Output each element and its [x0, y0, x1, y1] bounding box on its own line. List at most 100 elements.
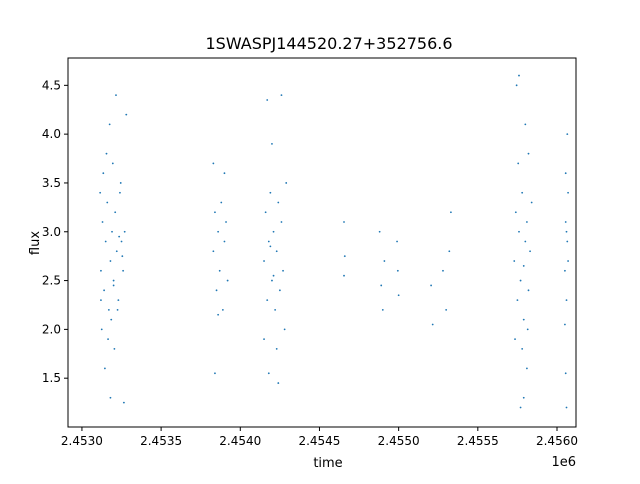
- data-point: [564, 221, 567, 223]
- data-point: [519, 279, 522, 282]
- data-point: [109, 396, 112, 399]
- data-point: [263, 338, 265, 341]
- data-points: [99, 74, 569, 409]
- data-point: [263, 260, 265, 262]
- data-point: [564, 269, 566, 272]
- data-point: [101, 221, 104, 223]
- data-point: [217, 230, 220, 233]
- data-point: [118, 235, 121, 238]
- data-point: [103, 289, 106, 292]
- data-point: [527, 152, 530, 155]
- data-point: [220, 201, 223, 204]
- data-point: [283, 328, 286, 331]
- data-point: [117, 299, 120, 301]
- x-tick-label: 2.4555: [457, 434, 499, 448]
- data-point: [566, 133, 569, 136]
- data-point: [517, 162, 520, 165]
- data-point: [218, 269, 221, 272]
- x-tick-label: 2.4530: [61, 434, 103, 448]
- data-point: [105, 152, 108, 155]
- data-point: [104, 240, 107, 243]
- data-point: [271, 279, 273, 282]
- data-point: [519, 406, 522, 409]
- chart-title: 1SWASPJ144520.27+352756.6: [205, 34, 452, 53]
- data-point: [115, 250, 118, 253]
- data-point: [272, 274, 275, 277]
- data-point: [113, 348, 116, 350]
- y-tick-label: 3.5: [42, 176, 61, 190]
- data-point: [522, 396, 525, 399]
- data-point: [524, 123, 527, 126]
- data-point: [107, 338, 109, 341]
- data-point: [99, 191, 102, 194]
- data-point: [529, 250, 531, 253]
- data-point: [515, 84, 518, 87]
- data-point: [383, 260, 386, 262]
- data-point: [215, 289, 218, 292]
- data-point: [278, 289, 281, 292]
- y-axis-ticks: 1.5 2.0 2.5 3.0 3.5 4.0 4.5: [42, 78, 68, 385]
- data-point: [564, 172, 567, 175]
- data-point: [380, 284, 383, 287]
- data-point: [564, 372, 567, 375]
- data-point: [567, 191, 569, 194]
- data-point: [526, 328, 529, 331]
- data-point: [116, 308, 119, 311]
- data-point: [567, 260, 569, 262]
- data-point: [214, 372, 216, 375]
- y-tick-label: 1.5: [42, 371, 61, 385]
- data-point: [442, 269, 444, 272]
- data-point: [378, 230, 381, 233]
- data-point: [267, 372, 270, 375]
- data-point: [530, 201, 533, 204]
- data-point: [123, 230, 126, 233]
- data-point: [269, 245, 272, 248]
- data-point: [100, 299, 102, 301]
- data-point: [109, 260, 112, 262]
- data-point: [526, 367, 528, 370]
- data-point: [112, 284, 115, 287]
- data-point: [212, 162, 215, 165]
- data-point: [111, 230, 113, 233]
- data-point: [107, 308, 110, 311]
- data-point: [285, 182, 288, 184]
- data-point: [518, 74, 520, 77]
- data-point: [431, 323, 434, 326]
- data-point: [564, 323, 566, 326]
- data-point: [274, 308, 277, 311]
- data-point: [518, 230, 520, 233]
- x-axis-ticks: 2.4530 2.4535 2.4540 2.4545 2.4550 2.4555 2.45…: [61, 427, 578, 448]
- x-tick-label: 2.4535: [140, 434, 182, 448]
- data-point: [114, 211, 117, 214]
- data-point: [100, 328, 103, 331]
- data-point: [119, 182, 122, 184]
- data-point: [106, 201, 109, 204]
- data-point: [122, 401, 125, 404]
- data-point: [565, 230, 568, 233]
- data-point: [271, 143, 273, 145]
- data-point: [516, 299, 519, 301]
- data-point: [397, 294, 400, 297]
- data-point: [221, 308, 224, 311]
- data-point: [266, 99, 269, 101]
- data-point: [430, 284, 433, 287]
- data-point: [565, 406, 568, 409]
- data-point: [396, 240, 398, 243]
- data-point: [448, 250, 451, 253]
- data-point: [343, 221, 345, 223]
- x-tick-label: 2.4560: [536, 434, 578, 448]
- data-point: [267, 240, 270, 243]
- y-axis-label: flux: [28, 231, 43, 255]
- data-point: [450, 211, 452, 214]
- data-point: [214, 211, 216, 214]
- data-point: [125, 113, 128, 116]
- y-tick-label: 2.0: [42, 322, 61, 336]
- data-point: [566, 240, 569, 243]
- data-point: [121, 255, 124, 258]
- data-point: [115, 94, 117, 96]
- data-point: [112, 279, 115, 282]
- plot-frame: [67, 57, 577, 428]
- data-point: [102, 172, 105, 175]
- x-tick-label: 2.4540: [219, 434, 261, 448]
- data-point: [396, 269, 399, 272]
